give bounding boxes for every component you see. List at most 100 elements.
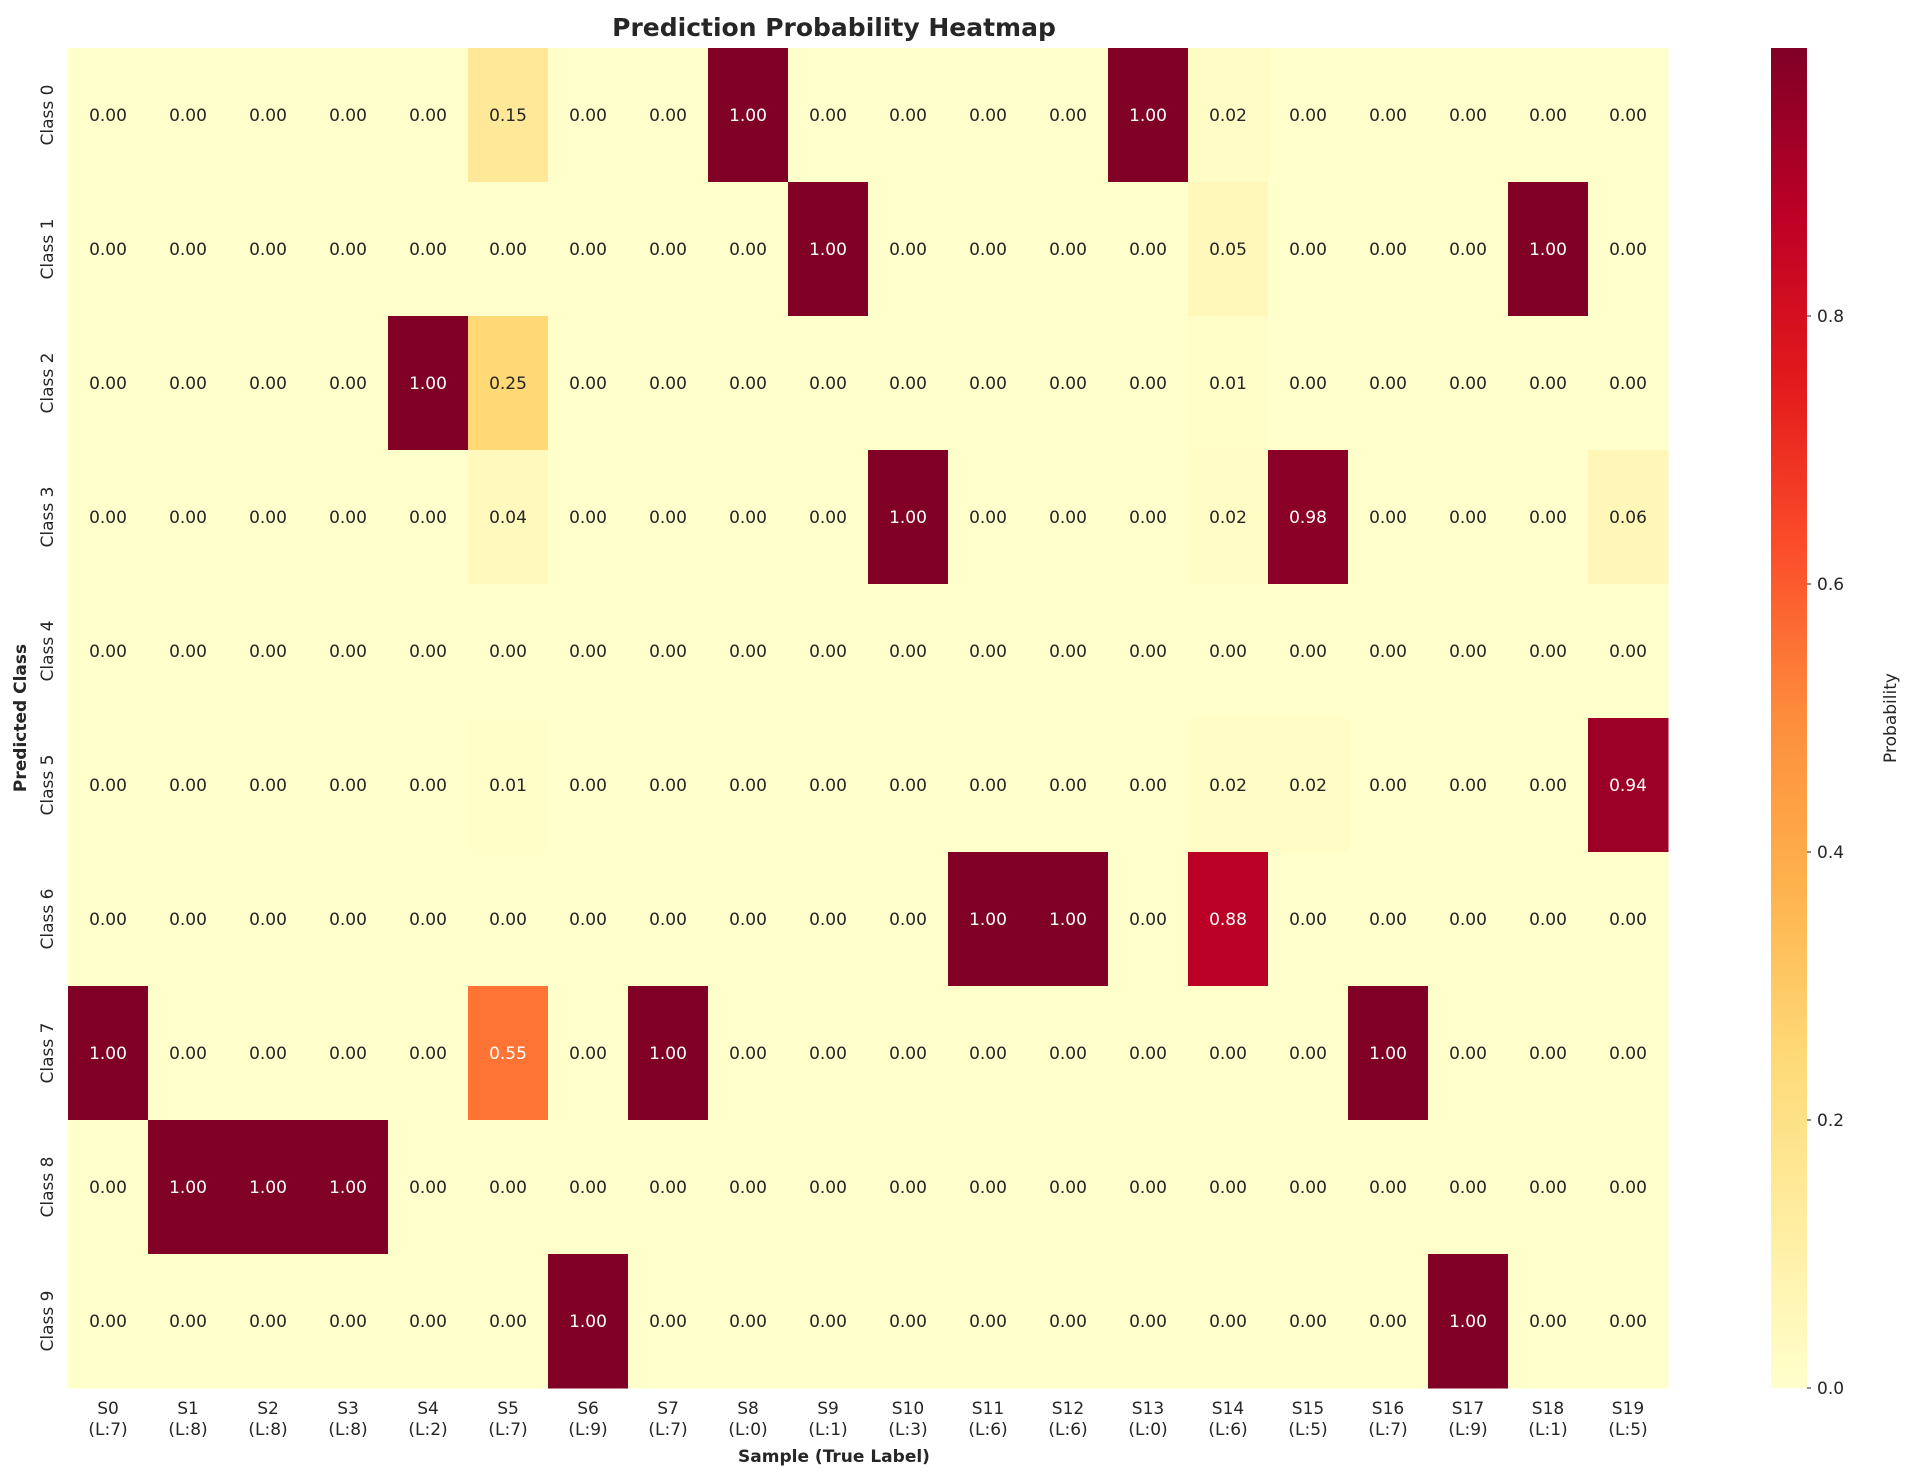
heatmap-cell — [788, 584, 869, 719]
cell-value-label: 0.00 — [649, 106, 687, 126]
heatmap-cell — [468, 718, 549, 853]
cell-value-label: 0.00 — [249, 374, 287, 394]
heatmap-cell — [388, 986, 469, 1121]
cell-value-label: 0.00 — [969, 776, 1007, 796]
heatmap-cell — [228, 1254, 309, 1389]
x-tick-true-label: (L:7) — [488, 1420, 527, 1440]
y-axis-label: Predicted Class — [11, 644, 31, 792]
cell-value-label: 0.00 — [89, 1178, 127, 1198]
cell-value-label: 0.00 — [249, 106, 287, 126]
cell-value-label: 0.00 — [169, 1312, 207, 1332]
cell-value-label: 0.00 — [1049, 1312, 1087, 1332]
colorbar-label: Probability — [1881, 673, 1901, 763]
heatmap-cell — [1508, 450, 1589, 585]
heatmap-cell — [1188, 1254, 1269, 1389]
heatmap-cell — [788, 718, 869, 853]
cell-value-label: 0.00 — [1449, 240, 1487, 260]
x-tick-sample-label: S19 — [1612, 1399, 1644, 1419]
cell-value-label: 0.00 — [409, 240, 447, 260]
heatmap-cell — [708, 182, 789, 317]
cell-value-label: 1.00 — [249, 1178, 287, 1198]
y-tick-label: Class 9 — [38, 1291, 58, 1352]
cell-value-label: 0.00 — [1449, 508, 1487, 528]
cell-value-label: 0.88 — [1209, 910, 1247, 930]
cell-value-label: 0.00 — [1449, 1044, 1487, 1064]
heatmap-cell — [628, 986, 709, 1121]
heatmap-cell — [788, 316, 869, 451]
heatmap-cell — [1508, 48, 1589, 183]
x-tick-sample-label: S9 — [817, 1399, 839, 1419]
heatmap-cell — [1268, 718, 1349, 853]
heatmap-cell — [1028, 718, 1109, 853]
cell-value-label: 0.05 — [1209, 240, 1247, 260]
cell-value-label: 0.15 — [489, 106, 527, 126]
heatmap-cell — [1508, 1254, 1589, 1389]
heatmap-cell — [1188, 316, 1269, 451]
heatmap-cell — [788, 1120, 869, 1255]
cell-value-label: 0.00 — [969, 642, 1007, 662]
cell-value-label: 0.00 — [169, 240, 207, 260]
heatmap-cell — [228, 48, 309, 183]
heatmap-cell-labels: 0.00 0.00 0.00 0.00 0.00 0.15 0.00 0.00 1.00 0.00… — [89, 106, 1647, 1332]
x-axis-label: Sample (True Label) — [738, 1447, 930, 1467]
heatmap-cell — [1028, 316, 1109, 451]
cell-value-label: 0.00 — [1049, 1044, 1087, 1064]
heatmap-cell — [628, 1254, 709, 1389]
heatmap-cell — [388, 718, 469, 853]
heatmap-cell — [548, 316, 629, 451]
cell-value-label: 0.00 — [649, 508, 687, 528]
cell-value-label: 0.00 — [1369, 1312, 1407, 1332]
heatmap-cell — [1188, 1120, 1269, 1255]
heatmap-cell — [308, 1120, 389, 1255]
x-tick-true-label: (L:8) — [328, 1420, 367, 1440]
x-tick-sample-label: S18 — [1532, 1399, 1564, 1419]
x-tick-sample-label: S11 — [972, 1399, 1004, 1419]
heatmap-cell — [628, 316, 709, 451]
heatmap-cell — [868, 48, 949, 183]
x-tick-true-label: (L:2) — [408, 1420, 447, 1440]
heatmap-cell — [148, 450, 229, 585]
heatmap-cell — [1588, 986, 1669, 1121]
cell-value-label: 0.00 — [1289, 1044, 1327, 1064]
heatmap-cell — [1508, 986, 1589, 1121]
cell-value-label: 0.00 — [1289, 374, 1327, 394]
cell-value-label: 0.00 — [169, 1044, 207, 1064]
cell-value-label: 0.00 — [969, 1178, 1007, 1198]
y-tick-label: Class 1 — [38, 219, 58, 280]
cell-value-label: 0.00 — [809, 1178, 847, 1198]
heatmap-cell — [1588, 1120, 1669, 1255]
cell-value-label: 0.00 — [1609, 1044, 1647, 1064]
x-tick-sample-label: S7 — [657, 1399, 679, 1419]
cell-value-label: 0.00 — [1529, 910, 1567, 930]
cell-value-label: 0.00 — [249, 508, 287, 528]
heatmap-cell — [1028, 1120, 1109, 1255]
x-tick-sample-label: S2 — [257, 1399, 279, 1419]
heatmap-cell — [1588, 1254, 1669, 1389]
cell-value-label: 0.00 — [409, 508, 447, 528]
cell-value-label: 0.00 — [569, 106, 607, 126]
heatmap-cell — [1268, 450, 1349, 585]
x-tick-true-label: (L:6) — [1208, 1420, 1247, 1440]
cell-value-label: 0.00 — [89, 776, 127, 796]
cell-value-label: 0.00 — [649, 1178, 687, 1198]
heatmap-cell — [148, 986, 229, 1121]
heatmap-cell — [388, 1120, 469, 1255]
heatmap-cell — [468, 450, 549, 585]
cell-value-label: 0.00 — [649, 642, 687, 662]
cell-value-label: 1.00 — [409, 374, 447, 394]
cell-value-label: 0.00 — [169, 910, 207, 930]
heatmap-cell — [868, 1254, 949, 1389]
cell-value-label: 0.00 — [809, 910, 847, 930]
cell-value-label: 0.00 — [169, 106, 207, 126]
cell-value-label: 0.02 — [1209, 508, 1247, 528]
heatmap-cell — [228, 986, 309, 1121]
cell-value-label: 0.00 — [969, 106, 1007, 126]
cell-value-label: 0.00 — [89, 642, 127, 662]
cell-value-label: 0.00 — [889, 776, 927, 796]
heatmap-cell — [1348, 48, 1429, 183]
heatmap-cell — [868, 718, 949, 853]
x-tick-true-label: (L:8) — [168, 1420, 207, 1440]
cell-value-label: 0.00 — [1529, 1044, 1567, 1064]
heatmap-cell — [1348, 1254, 1429, 1389]
x-tick-sample-label: S13 — [1132, 1399, 1164, 1419]
